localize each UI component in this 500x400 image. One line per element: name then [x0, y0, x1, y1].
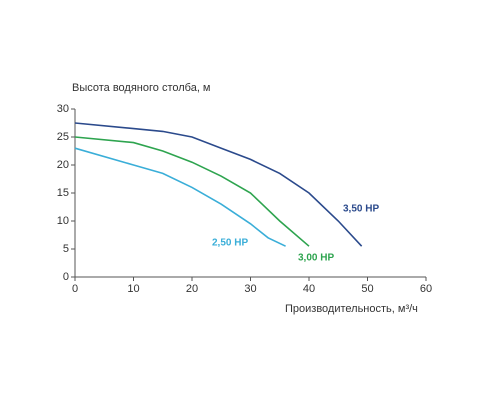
x-tick-label: 60 — [420, 283, 432, 295]
y-tick-label: 25 — [57, 131, 69, 143]
x-tick-label: 50 — [361, 283, 373, 295]
y-axis-title: Высота водяного столба, м — [72, 82, 211, 94]
x-tick-label: 0 — [72, 283, 78, 295]
y-tick-label: 0 — [63, 271, 69, 283]
y-tick-label: 10 — [57, 215, 69, 227]
series-line — [74, 147, 286, 247]
y-tick-label: 20 — [57, 159, 69, 171]
x-tick-label: 30 — [244, 283, 256, 295]
y-tick-label: 15 — [57, 187, 69, 199]
y-tick-label: 5 — [63, 243, 69, 255]
series-line — [74, 136, 310, 247]
series-label: 3,00 HP — [298, 253, 334, 264]
x-tick-label: 10 — [127, 283, 139, 295]
x-tick-label: 20 — [186, 283, 198, 295]
x-tick-label: 40 — [303, 283, 315, 295]
series-label: 2,50 HP — [212, 238, 248, 249]
series-label: 3,50 HP — [343, 204, 379, 215]
y-tick-label: 30 — [57, 103, 69, 115]
x-axis-title: Производительность, м³/ч — [285, 303, 418, 315]
series-line — [74, 122, 363, 247]
